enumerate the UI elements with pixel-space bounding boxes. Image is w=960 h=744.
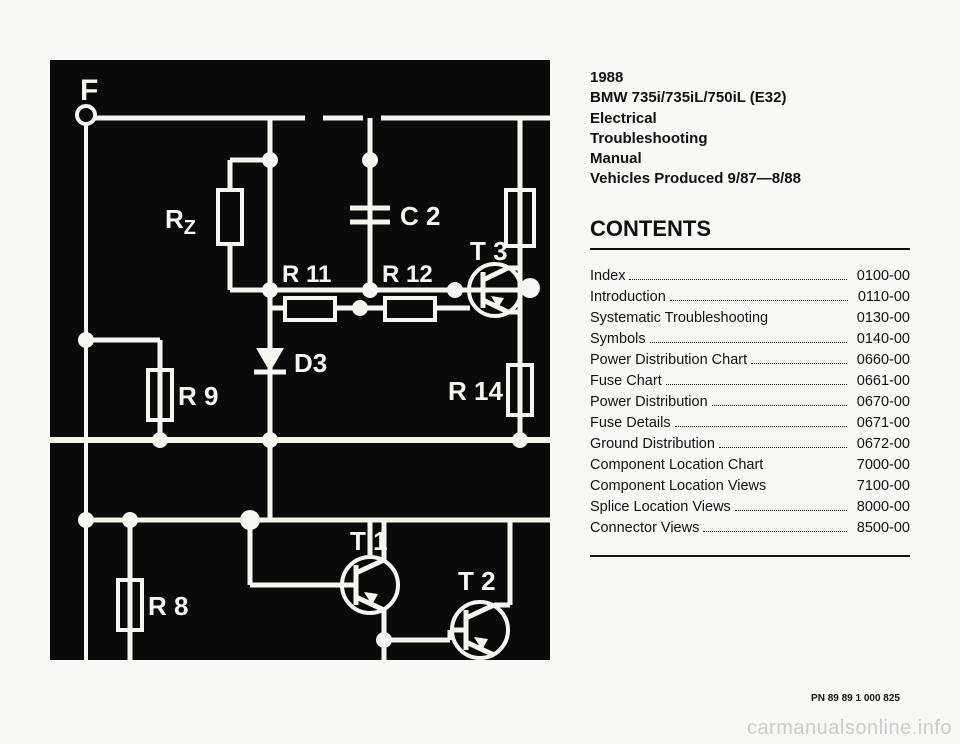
header-line: Troubleshooting bbox=[590, 129, 910, 149]
toc-value: 0670-00 bbox=[857, 392, 910, 413]
node-dot bbox=[352, 300, 368, 316]
toc-label: Component Location Chart bbox=[590, 455, 763, 476]
toc-dots bbox=[629, 279, 846, 280]
contents-heading: CONTENTS bbox=[590, 216, 910, 242]
toc-label: Component Location Views bbox=[590, 476, 766, 497]
label-t2: T 2 bbox=[458, 566, 496, 596]
toc-row: Fuse Details 0671-00 bbox=[590, 413, 910, 434]
node-dot bbox=[520, 278, 540, 298]
toc-row: Ground Distribution 0672-00 bbox=[590, 434, 910, 455]
toc-value: 0671-00 bbox=[857, 413, 910, 434]
toc-row: Power Distribution Chart 0660-00 bbox=[590, 350, 910, 371]
toc-dots bbox=[670, 300, 848, 301]
header-model: BMW 735i/735iL/750iL (E32) bbox=[590, 88, 910, 108]
toc-value: 8000-00 bbox=[857, 497, 910, 518]
header-line: Manual bbox=[590, 149, 910, 169]
toc-value: 8500-00 bbox=[857, 518, 910, 539]
toc-value: 0100-00 bbox=[857, 266, 910, 287]
node-dot bbox=[362, 152, 378, 168]
text-column: 1988 BMW 735i/735iL/750iL (E32) Electric… bbox=[590, 60, 910, 714]
label-d3: D3 bbox=[294, 348, 327, 378]
toc-dots bbox=[712, 405, 847, 406]
toc-row: Power Distribution 0670-00 bbox=[590, 392, 910, 413]
circuit-diagram: F RZ bbox=[50, 60, 550, 660]
toc-label: Fuse Details bbox=[590, 413, 671, 434]
header-year: 1988 bbox=[590, 68, 910, 88]
part-number: PN 89 89 1 000 825 bbox=[811, 693, 900, 704]
toc-dots bbox=[675, 426, 847, 427]
toc-dots bbox=[719, 447, 847, 448]
header-line: Electrical bbox=[590, 109, 910, 129]
toc-value: 0661-00 bbox=[857, 371, 910, 392]
table-of-contents: Index0100-00Introduction0110-00Systemati… bbox=[590, 266, 910, 539]
header-line: Vehicles Produced 9/87—8/88 bbox=[590, 169, 910, 189]
label-c2: C 2 bbox=[400, 201, 440, 231]
toc-value: 0660-00 bbox=[857, 350, 910, 371]
toc-value: 0140-00 bbox=[857, 329, 910, 350]
toc-label: Systematic Troubleshooting bbox=[590, 308, 768, 329]
toc-label: Introduction bbox=[590, 287, 666, 308]
toc-dots bbox=[650, 342, 847, 343]
toc-label: Power Distribution Chart bbox=[590, 350, 747, 371]
label-r11: R 11 bbox=[282, 261, 331, 288]
toc-row: Fuse Chart 0661-00 bbox=[590, 371, 910, 392]
toc-dots bbox=[735, 510, 847, 511]
manual-page: F RZ bbox=[0, 0, 960, 744]
label-r12: R 12 bbox=[382, 261, 433, 288]
label-r14: R 14 bbox=[448, 376, 503, 406]
toc-dots bbox=[751, 363, 847, 364]
toc-row: Symbols 0140-00 bbox=[590, 329, 910, 350]
toc-row: Index 0100-00 bbox=[590, 266, 910, 287]
toc-dots bbox=[666, 384, 847, 385]
toc-value: 0672-00 bbox=[857, 434, 910, 455]
node-dot bbox=[362, 282, 378, 298]
toc-label: Index bbox=[590, 266, 625, 287]
toc-label: Splice Location Views bbox=[590, 497, 731, 518]
watermark: carmanualsonline.info bbox=[747, 717, 952, 740]
toc-label: Power Distribution bbox=[590, 392, 708, 413]
label-r8: R 8 bbox=[148, 591, 188, 621]
toc-row: Systematic Troubleshooting 0130-00 bbox=[590, 308, 910, 329]
node-dot bbox=[152, 432, 168, 448]
document-header: 1988 BMW 735i/735iL/750iL (E32) Electric… bbox=[590, 68, 910, 190]
node-dot bbox=[512, 432, 528, 448]
toc-label: Connector Views bbox=[590, 518, 699, 539]
toc-label: Symbols bbox=[590, 329, 646, 350]
node-dot bbox=[78, 512, 94, 528]
circuit-svg: F RZ bbox=[50, 60, 550, 660]
toc-row: Component Location Views 7100-00 bbox=[590, 476, 910, 497]
node-dot bbox=[447, 282, 463, 298]
toc-row: Introduction 0110-00 bbox=[590, 287, 910, 308]
toc-row: Component Location Chart 7000-00 bbox=[590, 455, 910, 476]
toc-value: 0130-00 bbox=[857, 308, 910, 329]
divider bbox=[590, 248, 910, 250]
toc-row: Connector Views 8500-00 bbox=[590, 518, 910, 539]
toc-value: 0110-00 bbox=[858, 287, 910, 308]
toc-value: 7100-00 bbox=[857, 476, 910, 497]
node-dot bbox=[122, 512, 138, 528]
label-r9: R 9 bbox=[178, 381, 218, 411]
toc-dots bbox=[703, 531, 846, 532]
toc-label: Ground Distribution bbox=[590, 434, 715, 455]
toc-value: 7000-00 bbox=[857, 455, 910, 476]
label-t3: T 3 bbox=[470, 236, 508, 266]
label-f: F bbox=[80, 74, 98, 107]
toc-label: Fuse Chart bbox=[590, 371, 662, 392]
toc-row: Splice Location Views 8000-00 bbox=[590, 497, 910, 518]
divider bbox=[590, 555, 910, 557]
